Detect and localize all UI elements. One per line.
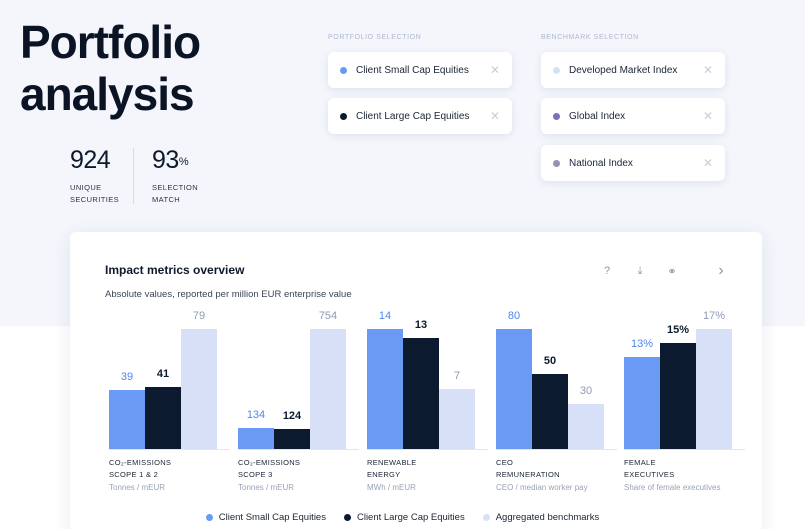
data-label: 13 [414, 319, 428, 331]
benchmark-selection-chip[interactable]: National Index ✕ [541, 145, 725, 181]
metric-unit: Tonnes / mEUR [109, 483, 166, 492]
legend-swatch [343, 514, 351, 521]
stat-label: UNIQUE SECURITIES [70, 183, 120, 204]
data-label: 124 [282, 410, 302, 422]
bar-benchmark[interactable] [310, 329, 346, 449]
legend-item[interactable]: Client Large Cap Equities [343, 512, 465, 523]
download-icon[interactable]: ⤓ [637, 264, 643, 277]
help-icon[interactable]: ? [603, 265, 611, 277]
data-label: 39 [120, 371, 134, 383]
data-label: 17% [702, 310, 726, 322]
benchmark-selection-chip[interactable]: Global Index ✕ [541, 98, 725, 134]
bar-small-cap[interactable] [109, 390, 145, 449]
bar-large-cap[interactable] [274, 429, 310, 449]
color-dot [553, 66, 560, 74]
legend-swatch [482, 514, 490, 521]
bar-small-cap[interactable] [624, 357, 660, 449]
close-icon[interactable]: ✕ [702, 63, 713, 77]
chip-label: Client Large Cap Equities [356, 110, 470, 122]
chip-label: National Index [569, 157, 633, 169]
chip-label: Client Small Cap Equities [356, 64, 469, 76]
chip-label: Global Index [569, 110, 626, 122]
data-label: 7 [453, 370, 461, 382]
data-label: 41 [156, 368, 170, 380]
metric-label: RENEWABLE ENERGY [367, 458, 417, 479]
legend-label: Client Small Cap Equities [218, 512, 326, 523]
bar-large-cap[interactable] [660, 343, 696, 449]
baseline [238, 449, 359, 450]
data-label: 754 [318, 310, 338, 322]
chart-legend: Client Small Cap Equities Client Large Ca… [0, 512, 805, 523]
baseline [496, 449, 617, 450]
data-label: 14 [378, 310, 392, 322]
legend-item[interactable]: Client Small Cap Equities [205, 512, 326, 523]
data-label: 79 [192, 310, 206, 322]
stat-unique-securities: 924 UNIQUE SECURITIES [70, 146, 119, 206]
data-label: 50 [543, 355, 557, 367]
baseline [367, 449, 488, 450]
benchmark-selection-heading: BENCHMARK SELECTION [541, 34, 639, 41]
metric-unit: MWh / mEUR [367, 483, 416, 492]
stat-value: 924 [70, 146, 111, 174]
benchmark-selection-chip[interactable]: Developed Market Index ✕ [541, 52, 725, 88]
metric-label: FEMALE EXECUTIVES [624, 458, 675, 479]
baseline [109, 449, 230, 450]
color-dot [553, 112, 560, 120]
bar-benchmark[interactable] [568, 404, 604, 449]
color-dot [340, 66, 347, 74]
legend-swatch [205, 514, 213, 521]
stat-selection-match: 93% SELECTION MATCH [152, 146, 198, 206]
impact-metrics-card: Impact metrics overview Absolute values,… [70, 232, 762, 529]
data-label: 134 [246, 409, 266, 421]
data-label: 15% [666, 324, 690, 336]
bar-large-cap[interactable] [403, 338, 439, 449]
metric-unit: Tonnes / mEUR [238, 483, 295, 492]
metric-label: CO₂-EMISSIONS SCOPE 1 & 2 [109, 458, 172, 479]
bar-small-cap[interactable] [496, 329, 532, 449]
link-icon[interactable]: ⚭ [667, 265, 677, 278]
bar-large-cap[interactable] [532, 374, 568, 449]
close-icon[interactable]: ✕ [702, 156, 713, 170]
stat-value: 93% [152, 146, 189, 174]
close-icon[interactable]: ✕ [489, 63, 500, 77]
stat-divider [133, 148, 134, 204]
data-label: 80 [507, 310, 521, 322]
bar-benchmark[interactable] [181, 329, 217, 449]
portfolio-selection-chip[interactable]: Client Small Cap Equities ✕ [328, 52, 512, 88]
metric-label: CO₂-EMISSIONS SCOPE 3 [238, 458, 301, 479]
page-title-line-1: Portfolio [20, 16, 201, 68]
card-title: Impact metrics overview [105, 263, 245, 277]
chevron-right-icon[interactable]: › [718, 262, 724, 279]
page-title: Portfolio analysis [20, 16, 201, 120]
metric-label: CEO REMUNERATION [496, 458, 560, 479]
chip-label: Developed Market Index [569, 64, 678, 76]
card-subtitle: Absolute values, reported per million EU… [105, 289, 352, 300]
page-title-line-2: analysis [20, 68, 195, 120]
close-icon[interactable]: ✕ [702, 109, 713, 123]
bar-large-cap[interactable] [145, 387, 181, 449]
bar-benchmark[interactable] [439, 389, 475, 449]
stat-label: SELECTION MATCH [152, 183, 199, 204]
data-label: 30 [579, 385, 593, 397]
legend-label: Client Large Cap Equities [356, 512, 465, 523]
portfolio-selection-chip[interactable]: Client Large Cap Equities ✕ [328, 98, 512, 134]
color-dot [553, 159, 560, 167]
bar-benchmark[interactable] [696, 329, 732, 449]
portfolio-selection-heading: PORTFOLIO SELECTION [328, 34, 422, 41]
legend-item[interactable]: Aggregated benchmarks [482, 512, 600, 523]
legend-label: Aggregated benchmarks [495, 512, 600, 523]
close-icon[interactable]: ✕ [489, 109, 500, 123]
data-label: 13% [630, 338, 654, 350]
bar-small-cap[interactable] [367, 329, 403, 449]
color-dot [340, 112, 347, 120]
baseline [624, 449, 745, 450]
metric-unit: CEO / median worker pay [496, 483, 588, 492]
metric-unit: Share of female executives [624, 483, 721, 492]
bar-small-cap[interactable] [238, 428, 274, 449]
